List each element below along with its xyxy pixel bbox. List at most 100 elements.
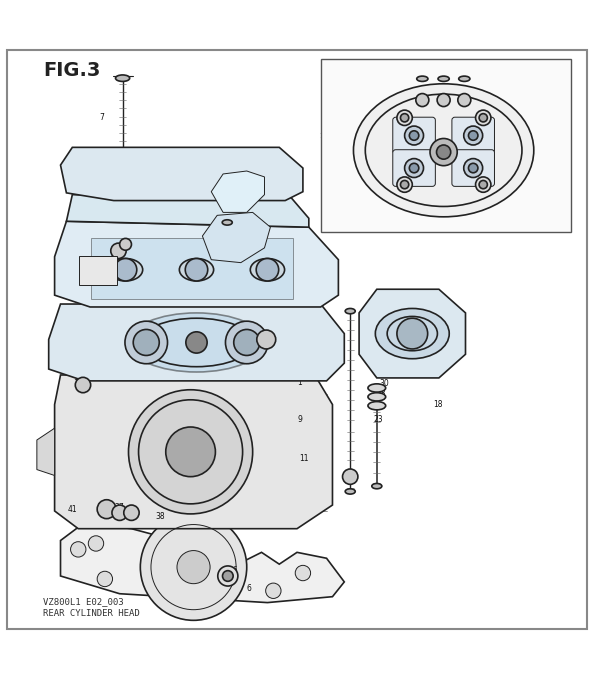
Circle shape <box>114 259 137 281</box>
Text: 5: 5 <box>441 71 446 77</box>
Text: 24: 24 <box>233 254 243 263</box>
Circle shape <box>125 321 168 364</box>
Text: 27: 27 <box>370 340 380 349</box>
Polygon shape <box>61 147 303 200</box>
Text: 7: 7 <box>99 113 105 122</box>
Text: 16: 16 <box>228 566 238 574</box>
Text: 5: 5 <box>432 206 437 213</box>
Text: 14: 14 <box>546 111 554 117</box>
Text: 21: 21 <box>292 340 302 349</box>
Text: 28: 28 <box>376 389 386 399</box>
FancyBboxPatch shape <box>321 59 571 232</box>
Text: 37: 37 <box>115 504 125 513</box>
Text: 2: 2 <box>95 373 100 382</box>
Circle shape <box>476 110 491 126</box>
Circle shape <box>257 330 276 349</box>
Polygon shape <box>359 289 466 378</box>
Circle shape <box>458 94 471 107</box>
Text: 33: 33 <box>362 317 372 327</box>
Ellipse shape <box>115 75 129 81</box>
Circle shape <box>166 427 216 477</box>
Polygon shape <box>61 523 345 602</box>
Text: 5: 5 <box>228 240 233 249</box>
Circle shape <box>397 177 412 192</box>
Ellipse shape <box>459 76 470 81</box>
Text: 26: 26 <box>89 279 98 288</box>
Ellipse shape <box>368 392 386 401</box>
Circle shape <box>476 177 491 192</box>
Circle shape <box>186 332 207 353</box>
Polygon shape <box>67 195 309 227</box>
Circle shape <box>71 542 86 557</box>
Circle shape <box>400 113 409 122</box>
Ellipse shape <box>375 308 449 359</box>
Ellipse shape <box>345 308 355 314</box>
Circle shape <box>343 469 358 484</box>
Circle shape <box>405 159 424 177</box>
Text: 5: 5 <box>418 71 422 77</box>
Circle shape <box>295 566 311 581</box>
Text: 10: 10 <box>74 373 83 382</box>
Circle shape <box>266 583 281 598</box>
Ellipse shape <box>345 489 355 494</box>
Circle shape <box>112 505 127 520</box>
Text: 13: 13 <box>323 159 332 165</box>
Ellipse shape <box>368 401 386 410</box>
FancyBboxPatch shape <box>91 238 293 299</box>
Circle shape <box>479 181 487 189</box>
Text: VZ800L1 E02_003: VZ800L1 E02_003 <box>43 598 124 606</box>
Circle shape <box>409 131 419 141</box>
Polygon shape <box>37 428 55 475</box>
Text: 1: 1 <box>298 378 302 386</box>
Ellipse shape <box>368 384 386 392</box>
Circle shape <box>177 551 210 584</box>
Text: 8: 8 <box>61 334 66 343</box>
Text: 41: 41 <box>68 505 77 514</box>
Polygon shape <box>211 171 264 213</box>
Text: 4: 4 <box>390 206 394 213</box>
Text: 22: 22 <box>121 304 130 313</box>
Circle shape <box>464 159 483 177</box>
Polygon shape <box>49 304 345 381</box>
Circle shape <box>140 514 247 621</box>
FancyBboxPatch shape <box>393 117 435 154</box>
Text: 13: 13 <box>545 159 555 165</box>
Text: 38: 38 <box>155 513 165 521</box>
Circle shape <box>464 126 483 145</box>
Circle shape <box>469 131 478 141</box>
Circle shape <box>416 94 429 107</box>
Circle shape <box>218 566 238 586</box>
Text: 34: 34 <box>481 71 489 77</box>
Circle shape <box>97 571 112 587</box>
Text: 20: 20 <box>108 269 118 278</box>
Circle shape <box>110 243 126 259</box>
Text: 18: 18 <box>433 400 443 409</box>
Circle shape <box>133 329 159 356</box>
Ellipse shape <box>128 313 264 372</box>
Circle shape <box>437 145 451 159</box>
Circle shape <box>128 390 252 514</box>
Circle shape <box>400 181 409 189</box>
Circle shape <box>397 110 412 126</box>
FancyBboxPatch shape <box>80 256 117 285</box>
FancyBboxPatch shape <box>452 149 494 186</box>
Circle shape <box>479 113 487 122</box>
Text: 23: 23 <box>374 415 383 424</box>
Text: MOTORPARTS: MOTORPARTS <box>201 369 298 382</box>
Circle shape <box>223 570 233 581</box>
Circle shape <box>405 126 424 145</box>
Circle shape <box>234 329 260 356</box>
Circle shape <box>409 164 419 172</box>
Text: 30: 30 <box>380 380 390 388</box>
Ellipse shape <box>353 84 534 217</box>
Polygon shape <box>55 375 333 529</box>
Text: 25: 25 <box>240 285 250 294</box>
Text: 15: 15 <box>546 178 554 184</box>
Text: 11: 11 <box>299 454 309 464</box>
Ellipse shape <box>108 259 143 281</box>
Ellipse shape <box>250 259 285 281</box>
Ellipse shape <box>372 483 382 489</box>
Text: 9: 9 <box>298 415 302 424</box>
Text: 22: 22 <box>293 301 303 310</box>
Ellipse shape <box>438 76 449 81</box>
